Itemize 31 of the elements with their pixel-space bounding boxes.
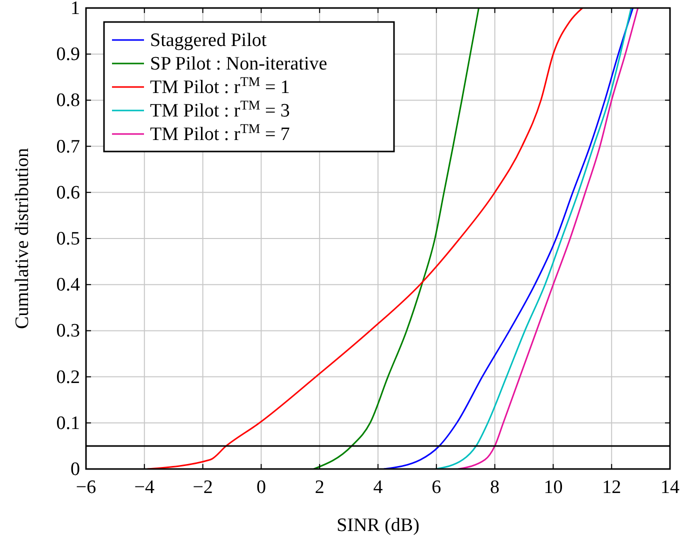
x-tick-label: 6: [432, 477, 442, 498]
legend-label: TM Pilot : r$^{TM}$ = 1: [150, 74, 290, 98]
x-tick-label: −6: [76, 477, 96, 498]
y-tick-label: 0.3: [56, 320, 80, 342]
x-tick-label: 2: [314, 477, 324, 498]
line-series: [383, 8, 634, 469]
x-tick-label: −4: [134, 477, 156, 498]
y-tick-label: 0.7: [56, 136, 80, 158]
legend-label: TM Pilot : r$^{TM}$ = 7: [150, 120, 290, 145]
x-axis-title: SINR (dB): [336, 515, 420, 536]
y-tick-label: 0.9: [56, 44, 80, 66]
y-tick-label: 1: [70, 0, 80, 19]
x-tick-label: 14: [660, 477, 680, 498]
y-tick-label: 0: [70, 459, 80, 480]
x-tick-label: 8: [490, 477, 500, 498]
line-series: [146, 8, 584, 469]
legend-label: TM Pilot : r$^{TM}$ = 3: [150, 97, 290, 122]
legend-label: Staggered Pilot: [150, 30, 268, 51]
x-tick-label: 0: [256, 477, 266, 498]
x-tick-label: 12: [602, 477, 622, 498]
x-tick-label: −2: [192, 477, 213, 498]
x-tick-label: 4: [373, 477, 384, 498]
y-tick-label: 0.5: [56, 228, 80, 250]
y-axis-title: Cumulative distribution: [12, 147, 33, 330]
x-tick-label: 10: [544, 477, 563, 498]
legend-label: SP Pilot : Non-iterative: [150, 54, 328, 74]
y-tick-label: 0.6: [56, 182, 80, 204]
y-tick-label: 0.8: [56, 90, 80, 112]
y-tick-label: 0.1: [56, 412, 80, 434]
y-tick-label: 0.4: [56, 274, 80, 296]
y-tick-label: 0.2: [56, 366, 80, 388]
